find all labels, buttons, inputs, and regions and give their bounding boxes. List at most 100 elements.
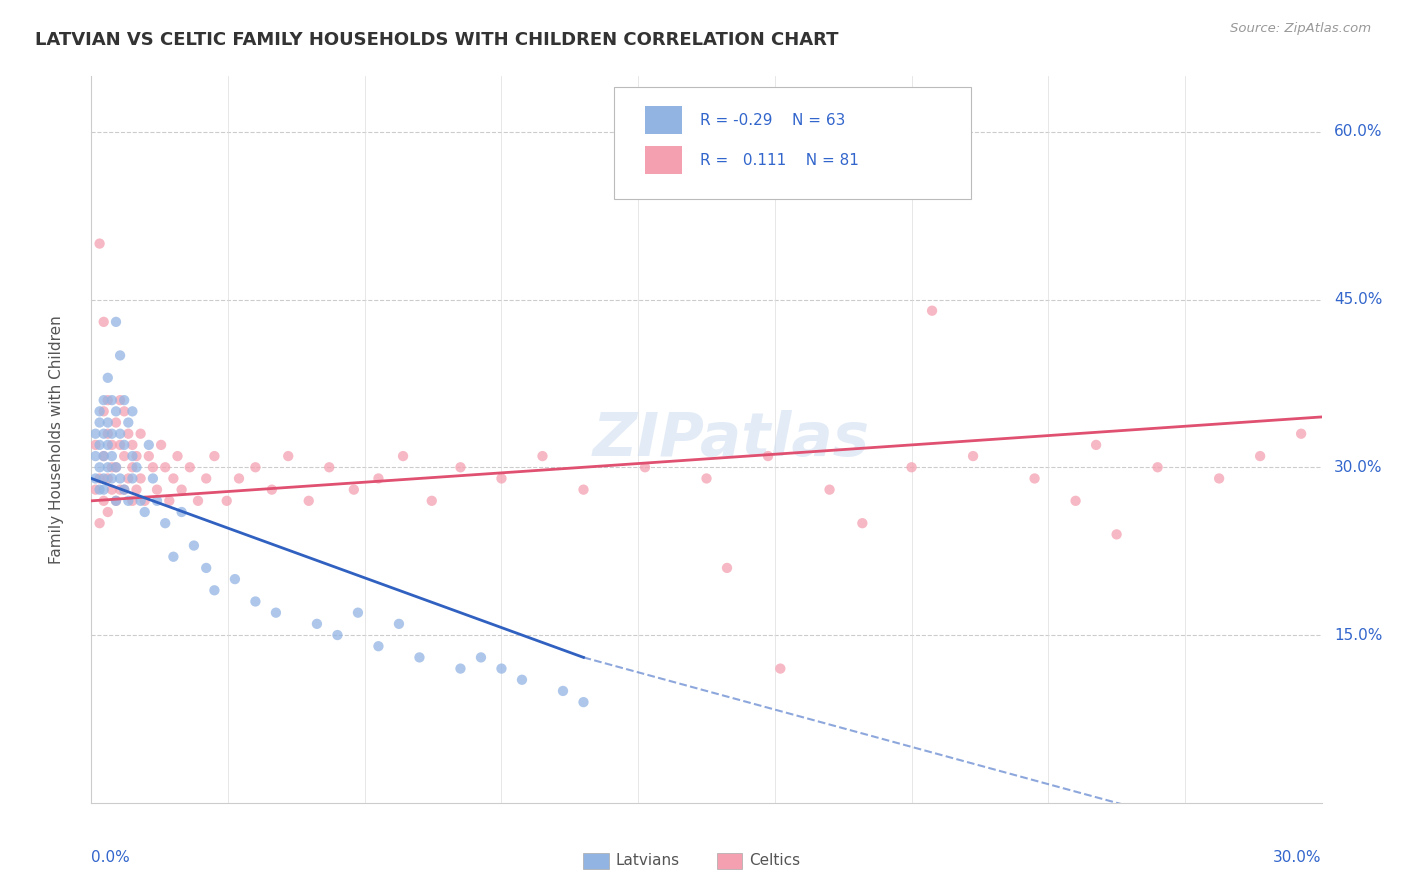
Point bbox=[170, 483, 193, 497]
Point bbox=[101, 460, 124, 475]
Point bbox=[142, 471, 165, 485]
Point bbox=[108, 471, 131, 485]
Point bbox=[93, 471, 115, 485]
Point bbox=[551, 684, 574, 698]
Point bbox=[84, 438, 107, 452]
Text: LATVIAN VS CELTIC FAMILY HOUSEHOLDS WITH CHILDREN CORRELATION CHART: LATVIAN VS CELTIC FAMILY HOUSEHOLDS WITH… bbox=[35, 31, 838, 49]
Point bbox=[93, 449, 115, 463]
Point bbox=[105, 460, 127, 475]
Point bbox=[491, 662, 513, 676]
Text: 30.0%: 30.0% bbox=[1334, 459, 1382, 475]
Point bbox=[202, 449, 225, 463]
Point bbox=[215, 493, 238, 508]
Point bbox=[347, 606, 370, 620]
Point bbox=[420, 493, 443, 508]
Point bbox=[245, 594, 267, 608]
Point bbox=[112, 483, 135, 497]
Point bbox=[170, 505, 193, 519]
Point bbox=[1146, 460, 1168, 475]
Point bbox=[756, 449, 779, 463]
Point bbox=[129, 471, 152, 485]
Point bbox=[105, 493, 127, 508]
Point bbox=[105, 404, 127, 418]
Point bbox=[146, 493, 169, 508]
Point bbox=[449, 662, 471, 676]
Point bbox=[900, 460, 922, 475]
Point bbox=[202, 583, 225, 598]
Point bbox=[367, 639, 389, 653]
Point bbox=[121, 404, 143, 418]
Point bbox=[1105, 527, 1128, 541]
Point bbox=[125, 460, 148, 475]
Text: ZIPatlas: ZIPatlas bbox=[592, 409, 870, 469]
Point bbox=[89, 471, 111, 485]
Point bbox=[105, 493, 127, 508]
Point bbox=[1085, 438, 1108, 452]
Point bbox=[108, 426, 131, 441]
Text: 0.0%: 0.0% bbox=[91, 850, 131, 864]
Point bbox=[153, 516, 177, 531]
Point bbox=[112, 483, 135, 497]
Point bbox=[101, 483, 124, 497]
Point bbox=[326, 628, 349, 642]
Point bbox=[470, 650, 492, 665]
Point bbox=[108, 393, 131, 408]
Point bbox=[1289, 426, 1312, 441]
Point bbox=[392, 449, 415, 463]
Text: Family Households with Children: Family Households with Children bbox=[49, 315, 65, 564]
Point bbox=[146, 483, 169, 497]
Point bbox=[93, 315, 115, 329]
Point bbox=[150, 438, 173, 452]
FancyBboxPatch shape bbox=[645, 106, 682, 134]
Point bbox=[97, 460, 120, 475]
Point bbox=[97, 371, 120, 385]
Text: 60.0%: 60.0% bbox=[1334, 124, 1382, 139]
Point bbox=[179, 460, 201, 475]
Point bbox=[162, 549, 184, 564]
Point bbox=[572, 483, 595, 497]
Point bbox=[105, 416, 127, 430]
Point bbox=[491, 471, 513, 485]
Point bbox=[101, 393, 124, 408]
Point bbox=[93, 404, 115, 418]
Point bbox=[245, 460, 267, 475]
Point bbox=[818, 483, 841, 497]
Point bbox=[134, 493, 156, 508]
Point bbox=[121, 493, 143, 508]
Point bbox=[183, 539, 205, 553]
Point bbox=[112, 404, 135, 418]
Point bbox=[634, 460, 657, 475]
Point bbox=[89, 460, 111, 475]
Point bbox=[388, 616, 411, 631]
Point bbox=[121, 471, 143, 485]
Text: 45.0%: 45.0% bbox=[1334, 292, 1382, 307]
Point bbox=[449, 460, 471, 475]
Text: 30.0%: 30.0% bbox=[1274, 850, 1322, 864]
Point bbox=[367, 471, 389, 485]
Text: R =   0.111    N = 81: R = 0.111 N = 81 bbox=[700, 153, 859, 168]
Point bbox=[108, 438, 131, 452]
Point bbox=[117, 493, 139, 508]
Point bbox=[108, 483, 131, 497]
Point bbox=[572, 695, 595, 709]
Point bbox=[97, 438, 120, 452]
Point bbox=[921, 303, 943, 318]
Point bbox=[117, 471, 139, 485]
Point bbox=[1024, 471, 1046, 485]
Point bbox=[298, 493, 321, 508]
Point bbox=[101, 426, 124, 441]
Point bbox=[153, 460, 177, 475]
Point bbox=[166, 449, 188, 463]
Point bbox=[264, 606, 287, 620]
Point bbox=[93, 449, 115, 463]
Point bbox=[277, 449, 299, 463]
Text: R = -0.29    N = 63: R = -0.29 N = 63 bbox=[700, 112, 846, 128]
Point bbox=[89, 438, 111, 452]
Point bbox=[121, 449, 143, 463]
Point bbox=[510, 673, 533, 687]
Point bbox=[224, 572, 246, 586]
Point bbox=[101, 471, 124, 485]
Point bbox=[187, 493, 209, 508]
Point bbox=[1064, 493, 1087, 508]
Point bbox=[93, 393, 115, 408]
